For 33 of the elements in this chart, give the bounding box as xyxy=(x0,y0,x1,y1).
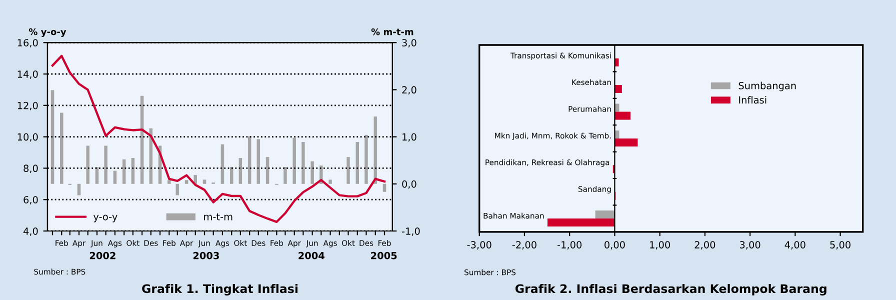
text: 2003 xyxy=(193,252,219,260)
legend-label: y-o-y xyxy=(93,214,118,222)
x-tick-label: 1,00 xyxy=(650,241,670,250)
x-tick-label: -2,00 xyxy=(512,241,536,250)
y-tick-label: 4,0 xyxy=(23,227,38,236)
y2-tick-label: 2,0 xyxy=(402,86,416,95)
x-tick-label: 4,00 xyxy=(784,241,806,250)
y-tick-label: 8,0 xyxy=(24,164,38,174)
y-tick-label: 12,0 xyxy=(18,102,38,110)
y-axis-title: % y-o-y xyxy=(28,28,66,37)
x-tick-label: -1,00 xyxy=(557,241,582,250)
text: Grafik 2. Inflasi Berdasarkan Kelompok Barang xyxy=(515,284,826,296)
text: 2005 xyxy=(371,252,397,260)
y2-tick-label: 0,0 xyxy=(402,180,416,189)
y-tick-label: 6,0 xyxy=(24,196,38,204)
x-tick-label: 0,00 xyxy=(604,241,625,250)
y2-tick-label: 3,0 xyxy=(402,39,416,48)
text: 2002 xyxy=(90,252,116,260)
text: 2004 xyxy=(298,252,324,260)
x-tick-label: 3,00 xyxy=(740,241,760,250)
y-tick-label: 16,0 xyxy=(18,39,38,48)
legend-label: Sumbangan xyxy=(738,82,796,92)
x-tick-label: -3,00 xyxy=(467,241,492,250)
y2-tick-label: -1,0 xyxy=(402,227,420,236)
x-tick-label: 5,00 xyxy=(830,241,850,250)
y2-tick-label: 1,0 xyxy=(402,133,416,142)
y-tick-label: 14,0 xyxy=(18,70,38,79)
text: Grafik 1. Tingkat Inflasi xyxy=(142,284,298,296)
y2-axis-title: % m-t-m xyxy=(371,28,414,36)
x-tick-label: 2,00 xyxy=(694,241,716,250)
legend-label: m-t-m xyxy=(204,213,232,220)
legend-label: Inflasi xyxy=(739,96,766,104)
y-tick-label: 10,0 xyxy=(18,133,38,142)
